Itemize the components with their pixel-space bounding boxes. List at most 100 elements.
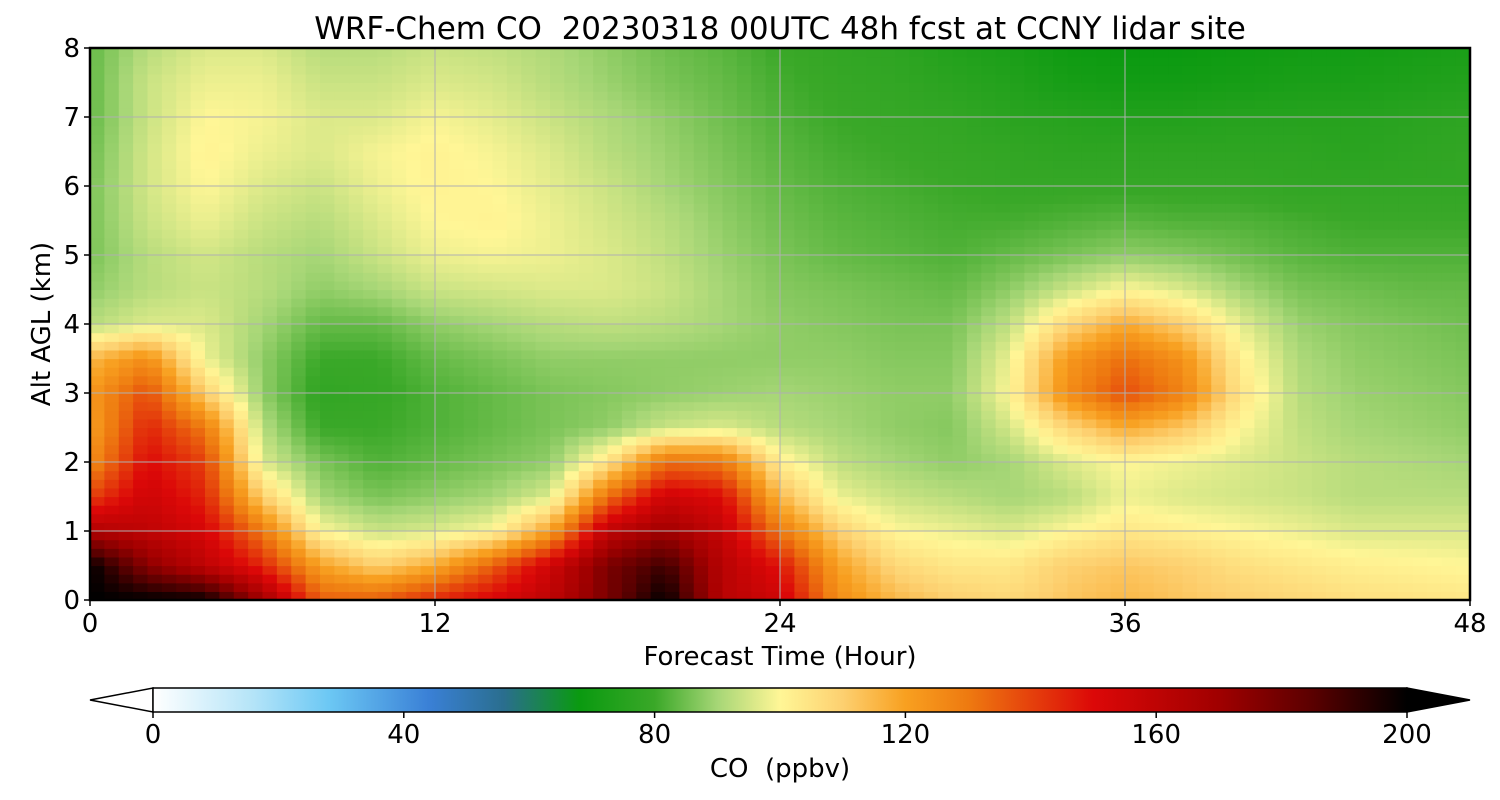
heatmap-cell	[780, 315, 795, 325]
heatmap-cell	[981, 591, 997, 600]
heatmap-cell	[190, 384, 206, 394]
heatmap-cell	[219, 393, 235, 403]
heatmap-cell	[420, 255, 436, 265]
heatmap-cell	[118, 393, 134, 403]
heatmap-cell	[118, 211, 134, 222]
heatmap-cell	[780, 306, 795, 316]
heatmap-cell	[1283, 487, 1299, 498]
heatmap-cell	[607, 332, 623, 342]
heatmap-cell	[478, 582, 494, 592]
heatmap-cell	[765, 453, 781, 463]
heatmap-cell	[794, 522, 810, 532]
heatmap-cell	[923, 255, 939, 265]
heatmap-cell	[1283, 393, 1299, 403]
heatmap-cell	[219, 289, 235, 299]
heatmap-cell	[909, 522, 925, 532]
heatmap-cell	[1326, 453, 1342, 463]
heatmap-cell	[161, 505, 177, 515]
heatmap-cell	[736, 298, 752, 308]
heatmap-cell	[981, 375, 997, 385]
heatmap-cell	[492, 496, 508, 506]
heatmap-cell	[650, 470, 666, 480]
heatmap-cell	[895, 349, 910, 360]
heatmap-cell	[808, 306, 824, 316]
heatmap-cell	[794, 349, 810, 360]
heatmap-cell	[938, 427, 954, 437]
heatmap-cell	[1398, 237, 1414, 247]
heatmap-cell	[607, 211, 623, 222]
heatmap-cell	[463, 539, 479, 549]
heatmap-cell	[449, 177, 465, 187]
heatmap-cell	[248, 479, 264, 489]
heatmap-cell	[262, 289, 278, 299]
heatmap-cell	[334, 487, 350, 498]
heatmap-cell	[1383, 229, 1399, 239]
heatmap-cell	[607, 203, 623, 213]
heatmap-cell	[938, 436, 954, 446]
heatmap-cell	[1369, 272, 1385, 282]
heatmap-cell	[621, 237, 637, 247]
heatmap-cell	[1125, 591, 1140, 600]
heatmap-cell	[147, 255, 163, 265]
heatmap-cell	[176, 263, 192, 273]
heatmap-cell	[823, 453, 839, 463]
heatmap-cell	[607, 237, 623, 247]
heatmap-cell	[348, 384, 364, 394]
heatmap-cell	[1096, 401, 1112, 411]
heatmap-cell	[133, 160, 149, 170]
heatmap-cell	[1168, 367, 1184, 377]
heatmap-cell	[435, 298, 450, 308]
heatmap-cell	[1096, 444, 1112, 454]
heatmap-cell	[1081, 505, 1097, 515]
heatmap-cell	[420, 341, 436, 351]
heatmap-cell	[895, 548, 910, 558]
heatmap-cell	[377, 427, 393, 437]
heatmap-cell	[420, 384, 436, 394]
heatmap-cell	[808, 160, 824, 170]
heatmap-cell	[90, 410, 105, 420]
heatmap-cell	[1311, 203, 1327, 213]
heatmap-cell	[1311, 591, 1327, 600]
heatmap-cell	[435, 306, 450, 316]
heatmap-cell	[1340, 505, 1356, 515]
heatmap-cell	[1240, 341, 1255, 351]
heatmap-cell	[435, 453, 450, 463]
heatmap-cell	[1038, 349, 1054, 360]
heatmap-cell	[1153, 194, 1169, 204]
heatmap-cell	[693, 582, 709, 592]
heatmap-cell	[1455, 220, 1470, 230]
heatmap-cell	[578, 479, 594, 489]
heatmap-cell	[348, 505, 364, 515]
heatmap-cell	[305, 315, 321, 325]
heatmap-cell	[880, 470, 896, 480]
heatmap-cell	[1426, 470, 1442, 480]
heatmap-cell	[104, 444, 120, 454]
heatmap-cell	[751, 453, 767, 463]
heatmap-cell	[463, 168, 479, 178]
heatmap-cell	[1096, 168, 1112, 178]
heatmap-cell	[1383, 246, 1399, 256]
heatmap-cell	[578, 410, 594, 420]
heatmap-cell	[736, 306, 752, 316]
heatmap-cell	[161, 574, 177, 584]
heatmap-cell	[1153, 444, 1169, 454]
heatmap-cell	[1010, 436, 1025, 446]
heatmap-cell	[133, 332, 149, 342]
heatmap-cell	[521, 315, 537, 325]
heatmap-cell	[1125, 367, 1140, 377]
heatmap-cell	[722, 418, 738, 429]
heatmap-cell	[305, 427, 321, 437]
heatmap-cell	[665, 513, 680, 523]
heatmap-cell	[1125, 324, 1140, 334]
heatmap-cell	[851, 151, 867, 161]
heatmap-cell	[406, 401, 422, 411]
heatmap-cell	[880, 246, 896, 256]
heatmap-cell	[276, 384, 292, 394]
heatmap-cell	[923, 315, 939, 325]
heatmap-cell	[693, 505, 709, 515]
heatmap-cell	[966, 436, 982, 446]
heatmap-cell	[1067, 255, 1083, 265]
heatmap-cell	[90, 324, 105, 334]
heatmap-cell	[435, 513, 450, 523]
heatmap-cell	[1053, 298, 1069, 308]
